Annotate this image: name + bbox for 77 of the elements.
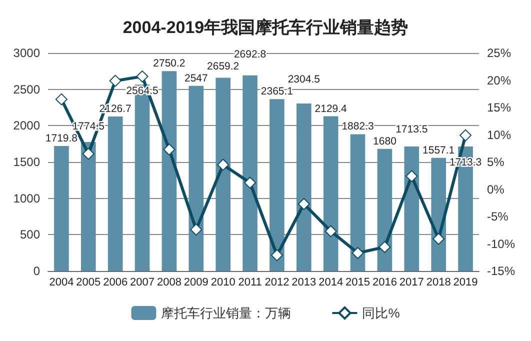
point: [432, 232, 445, 245]
y2-tick-label: 5%: [487, 155, 505, 169]
y-tick-label: 0: [33, 264, 40, 278]
data-label: 2547: [184, 72, 208, 84]
data-label: 1557.1: [422, 144, 455, 156]
bar: [377, 148, 392, 271]
x-tick-label: 2014: [318, 276, 344, 288]
data-label: 2750.2: [153, 58, 186, 70]
x-tick-label: 2015: [346, 276, 370, 288]
x-tick-label: 2005: [76, 276, 101, 288]
x-tick-label: 2006: [103, 276, 128, 288]
data-label: 2304.5: [288, 74, 320, 86]
point: [352, 247, 364, 260]
point: [217, 158, 230, 171]
y2-tick-label: 25%: [487, 46, 512, 60]
y2-tick-label: 20%: [487, 73, 512, 88]
point: [378, 241, 391, 254]
y-tick-label: 2000: [13, 118, 40, 133]
bar: [350, 134, 366, 271]
x-tick-label: 2019: [453, 276, 478, 288]
y2-tick-label: 10%: [487, 128, 512, 142]
x-tick-label: 2007: [130, 276, 155, 288]
bar: [404, 146, 420, 271]
x-tick-label: 2004: [49, 276, 74, 288]
y-tick-label: 500: [20, 228, 40, 242]
y2-tick-label: 0%: [487, 182, 505, 196]
y-tick-label: 1500: [13, 155, 40, 169]
bar: [216, 78, 230, 271]
bar: [242, 75, 258, 271]
point: [244, 176, 256, 189]
x-tick-label: 2009: [184, 276, 208, 288]
bar: [296, 104, 312, 271]
data-label: 2365.1: [260, 86, 294, 98]
point: [324, 225, 337, 238]
point: [406, 170, 418, 182]
bar: [108, 116, 123, 271]
y-tick-label: 2500: [13, 82, 40, 96]
point: [270, 249, 283, 262]
x-tick-label: 2010: [210, 276, 236, 288]
y2-tick-label: 15%: [487, 100, 512, 114]
chart-title: 2004-2019年我国摩托车行业销量趋势: [122, 18, 408, 37]
bar: [162, 71, 177, 271]
legend-label: 同比%: [362, 306, 400, 320]
x-tick-label: 2016: [372, 276, 397, 288]
y-tick-label: 3000: [13, 46, 40, 60]
point: [460, 129, 472, 142]
data-label: 1680: [373, 135, 397, 148]
x-tick-label: 2008: [156, 276, 182, 288]
x-tick-label: 2017: [399, 276, 424, 288]
bar: [81, 142, 96, 271]
data-label: 1719.8: [45, 132, 78, 145]
data-label: 1713.5: [396, 123, 428, 136]
data-label: 2659.2: [207, 60, 240, 72]
point: [163, 143, 176, 156]
bar: [270, 99, 284, 271]
point: [109, 74, 122, 87]
data-label: 2129.4: [314, 102, 348, 115]
point: [190, 224, 202, 236]
y-tick-label: 1000: [13, 191, 40, 206]
y2-tick-label: -15%: [487, 264, 516, 278]
x-tick-label: 2018: [426, 276, 451, 288]
point: [82, 148, 94, 160]
legend-label: 摩托车行业销量：万辆: [161, 306, 292, 320]
y2-tick-label: -10%: [487, 236, 516, 251]
point: [55, 93, 68, 106]
bar: [54, 146, 69, 271]
data-label: 2692.8: [234, 48, 266, 60]
bar: [188, 86, 204, 271]
data-label: 2564.5: [126, 84, 158, 97]
y2-tick-label: -5%: [487, 210, 509, 224]
point: [298, 198, 310, 210]
x-tick-label: 2013: [292, 276, 316, 288]
data-label: 1882.3: [342, 120, 374, 133]
point: [136, 70, 148, 82]
x-tick-label: 2011: [238, 276, 262, 288]
bar: [323, 116, 338, 271]
x-tick-label: 2012: [264, 276, 290, 288]
